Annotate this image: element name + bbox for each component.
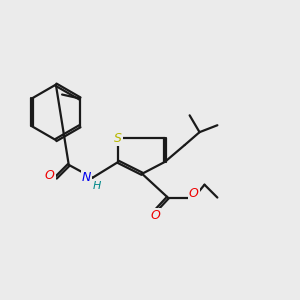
Text: O: O — [189, 187, 199, 200]
Text: O: O — [150, 209, 160, 222]
Text: O: O — [45, 169, 55, 182]
Text: S: S — [114, 132, 122, 145]
Text: N: N — [82, 171, 91, 184]
Text: H: H — [92, 181, 101, 191]
